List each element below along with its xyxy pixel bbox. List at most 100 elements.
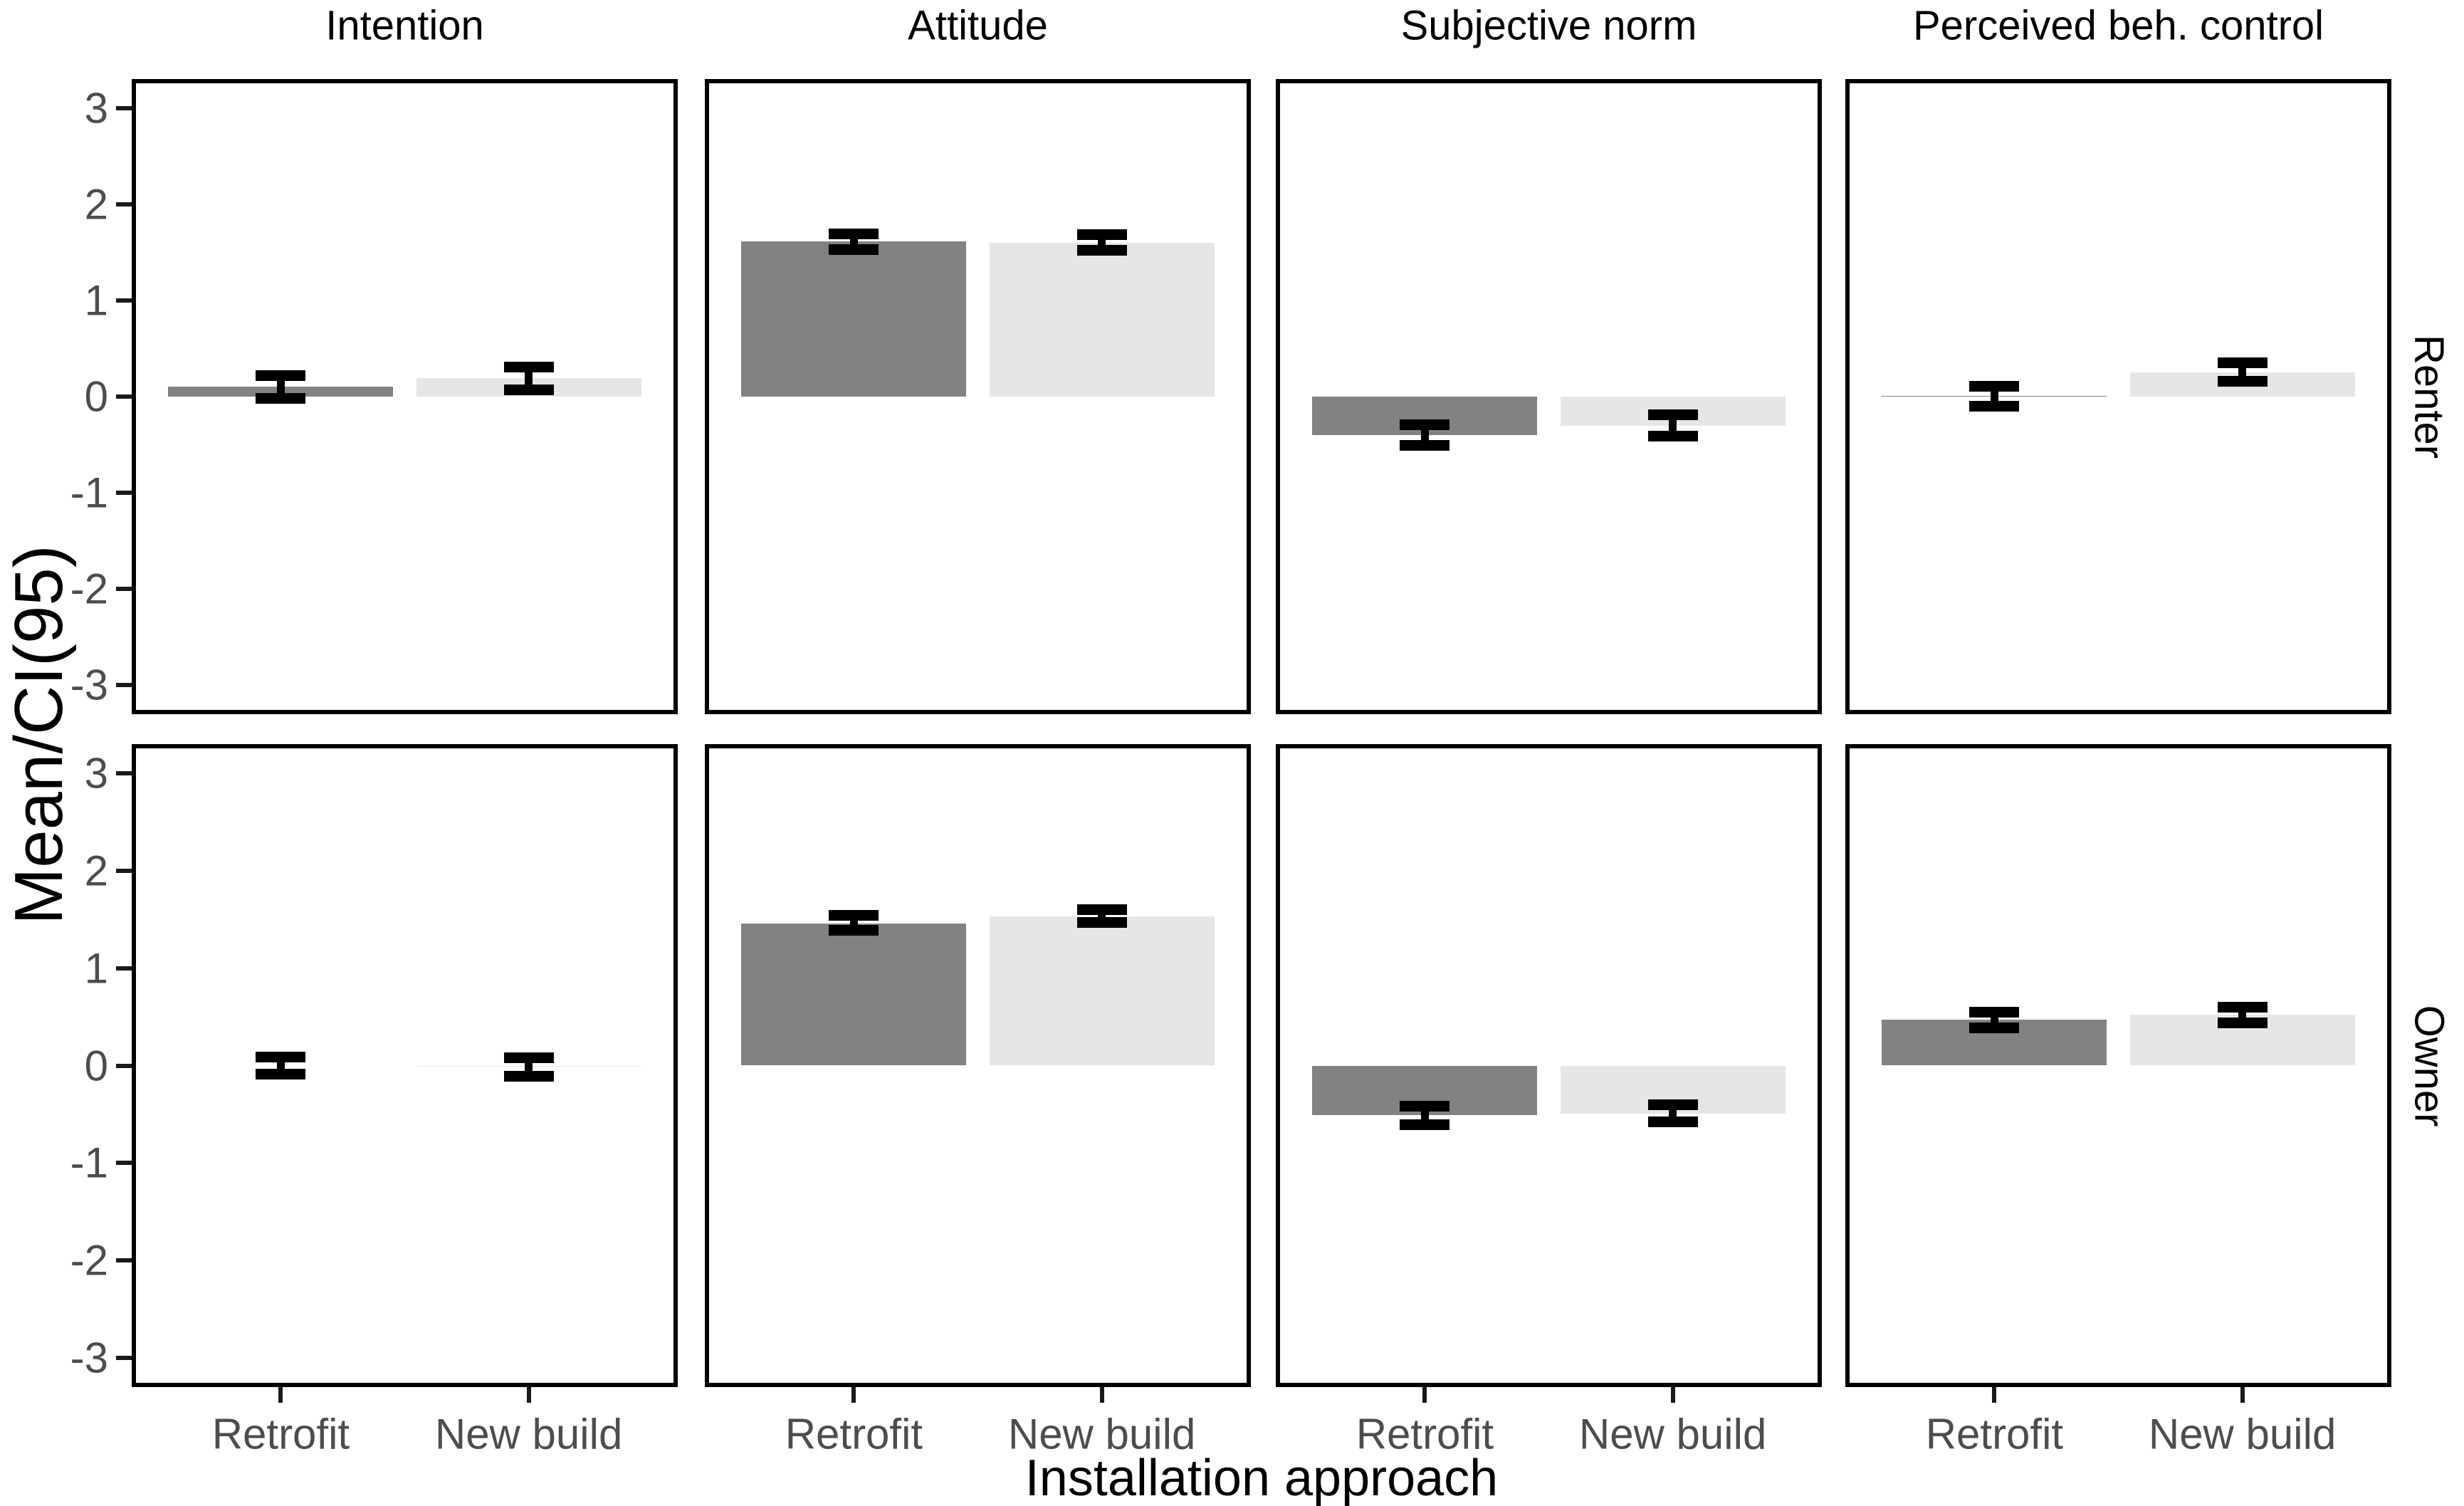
facet-panel bbox=[705, 744, 1251, 1387]
y-axis-tick bbox=[116, 1161, 132, 1166]
bar-new-build bbox=[989, 242, 1215, 397]
error-bar-cap-bottom bbox=[1647, 430, 1698, 441]
error-bar-cap-top bbox=[1647, 1099, 1698, 1110]
error-bar-cap-bottom bbox=[1076, 916, 1127, 928]
y-tick-label: -1 bbox=[70, 469, 108, 517]
y-axis-tick bbox=[116, 587, 132, 592]
error-bar-cap-bottom bbox=[2217, 1017, 2268, 1028]
error-bar-whisker bbox=[2238, 1007, 2247, 1023]
x-tick-label: Retrofit bbox=[211, 1410, 350, 1458]
x-axis-tick bbox=[1422, 1387, 1427, 1403]
x-tick-label: Retrofit bbox=[1925, 1410, 2064, 1458]
error-bar-whisker bbox=[849, 234, 858, 250]
y-axis-tick bbox=[116, 105, 132, 110]
error-bar-cap-top bbox=[1400, 1101, 1450, 1112]
error-bar-whisker bbox=[276, 375, 285, 399]
facet-panel bbox=[1276, 79, 1822, 714]
facet-column-label: Attitude bbox=[908, 2, 1048, 49]
y-tick-label: -2 bbox=[70, 565, 108, 613]
y-axis-tick bbox=[116, 1258, 132, 1263]
error-bar-cap-bottom bbox=[256, 1069, 306, 1080]
x-tick-label: New build bbox=[434, 1410, 623, 1458]
x-tick-label: New build bbox=[1578, 1410, 1767, 1458]
y-axis-tick bbox=[116, 394, 132, 399]
error-bar-cap-bottom bbox=[2217, 375, 2268, 387]
error-bar-cap-top bbox=[503, 361, 554, 372]
error-bar-cap-bottom bbox=[1076, 245, 1127, 256]
y-tick-label: 0 bbox=[84, 1042, 108, 1089]
bar-retrofit bbox=[741, 241, 967, 397]
error-bar-cap-top bbox=[2217, 357, 2268, 369]
error-bar-cap-bottom bbox=[1400, 1119, 1450, 1131]
x-axis-tick bbox=[1670, 1387, 1675, 1403]
facet-row-label: Owner bbox=[2406, 1005, 2453, 1126]
facet-row-label: Renter bbox=[2406, 334, 2453, 459]
x-axis-tick bbox=[851, 1387, 856, 1403]
error-bar-cap-top bbox=[1647, 409, 1698, 421]
error-bar-whisker bbox=[1990, 386, 1998, 407]
bar-retrofit bbox=[741, 923, 967, 1066]
y-tick-label: 0 bbox=[84, 372, 108, 421]
y-axis-tick bbox=[116, 683, 132, 688]
y-axis-tick bbox=[116, 771, 132, 776]
y-tick-label: 2 bbox=[84, 180, 108, 229]
error-bar-whisker bbox=[276, 1057, 285, 1074]
y-axis-tick bbox=[116, 868, 132, 873]
facet-panel bbox=[1845, 79, 2391, 714]
facet-column-label: Perceived beh. control bbox=[1912, 2, 2324, 49]
error-bar-cap-top bbox=[1076, 229, 1127, 241]
x-tick-label: Retrofit bbox=[1356, 1410, 1494, 1458]
x-axis-tick bbox=[1992, 1387, 1997, 1403]
y-axis-tick bbox=[116, 1355, 132, 1360]
error-bar-cap-top bbox=[2217, 1001, 2268, 1013]
error-bar-whisker bbox=[849, 915, 858, 931]
y-axis-tick bbox=[116, 298, 132, 303]
y-tick-label: -1 bbox=[70, 1139, 108, 1187]
facet-panel bbox=[132, 79, 678, 714]
error-bar-cap-top bbox=[829, 229, 879, 240]
facet-column-label: Subjective norm bbox=[1400, 2, 1697, 49]
error-bar-cap-top bbox=[829, 910, 879, 921]
error-bar-cap-bottom bbox=[1400, 440, 1450, 451]
error-bar-whisker bbox=[1669, 1104, 1677, 1122]
error-bar-cap-top bbox=[256, 370, 306, 381]
error-bar-cap-bottom bbox=[1969, 1022, 2020, 1033]
error-bar-whisker bbox=[1098, 234, 1106, 251]
x-tick-label: New build bbox=[1007, 1410, 1196, 1458]
error-bar-cap-top bbox=[256, 1051, 306, 1062]
y-tick-label: -2 bbox=[70, 1236, 108, 1285]
y-axis-tick bbox=[116, 966, 132, 971]
facet-panel bbox=[1845, 744, 2391, 1387]
error-bar-whisker bbox=[525, 1057, 533, 1077]
bar-new-build bbox=[989, 916, 1215, 1066]
error-bar-whisker bbox=[1669, 414, 1677, 436]
x-tick-label: Retrofit bbox=[785, 1410, 923, 1458]
error-bar-cap-top bbox=[1076, 904, 1127, 916]
y-tick-label: 3 bbox=[84, 749, 108, 798]
error-bar-cap-bottom bbox=[503, 385, 554, 396]
error-bar-cap-bottom bbox=[1969, 401, 2020, 412]
x-axis-tick bbox=[526, 1387, 531, 1403]
x-axis-title: Installation approach bbox=[1024, 1450, 1499, 1506]
y-tick-label: 2 bbox=[84, 847, 108, 895]
x-axis-tick bbox=[2240, 1387, 2245, 1403]
facet-panel bbox=[1276, 744, 1822, 1387]
facet-panel bbox=[132, 744, 678, 1387]
y-tick-label: 1 bbox=[84, 276, 108, 325]
error-bar-cap-top bbox=[503, 1052, 554, 1064]
y-axis-tick bbox=[116, 1063, 132, 1068]
y-tick-label: 1 bbox=[84, 944, 108, 993]
x-axis-tick bbox=[278, 1387, 283, 1403]
facet-column-label: Intention bbox=[325, 2, 484, 49]
error-bar-cap-bottom bbox=[503, 1071, 554, 1082]
error-bar-cap-bottom bbox=[1647, 1117, 1698, 1128]
error-bar-whisker bbox=[1990, 1012, 1998, 1028]
error-bar-cap-bottom bbox=[829, 244, 879, 255]
x-axis-tick bbox=[1099, 1387, 1104, 1403]
y-tick-label: 3 bbox=[84, 84, 108, 132]
error-bar-cap-top bbox=[1969, 380, 2020, 392]
error-bar-whisker bbox=[525, 367, 533, 390]
facet-panel bbox=[705, 79, 1251, 714]
error-bar-cap-bottom bbox=[256, 393, 306, 404]
